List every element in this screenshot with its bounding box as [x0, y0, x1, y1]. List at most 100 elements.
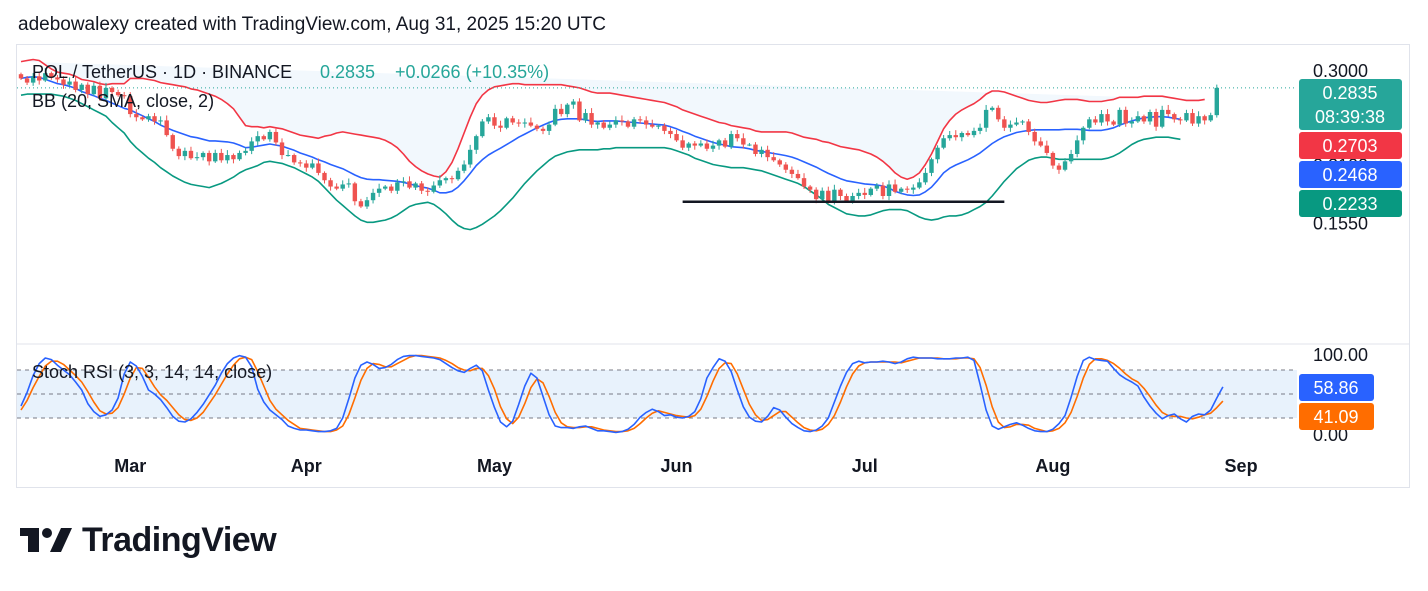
- candle-body: [1196, 116, 1201, 124]
- candle-body: [1111, 121, 1116, 125]
- candle: [510, 115, 515, 125]
- candle: [376, 183, 382, 197]
- candle-body: [1153, 112, 1159, 127]
- candle-body: [631, 119, 637, 127]
- candle-body: [947, 135, 952, 139]
- candle: [619, 115, 625, 126]
- candle-body: [983, 109, 989, 128]
- candle: [1020, 119, 1025, 125]
- candle-body: [516, 122, 521, 124]
- candle-body: [474, 136, 479, 150]
- candle-body: [334, 186, 339, 189]
- candle-body: [1135, 116, 1141, 122]
- candle-body: [601, 122, 606, 128]
- candle: [249, 137, 254, 155]
- tradingview-logo: TradingView: [20, 520, 277, 560]
- candle-body: [619, 120, 625, 122]
- candle: [322, 171, 327, 184]
- candle-body: [1093, 119, 1098, 123]
- candle: [1014, 117, 1019, 127]
- bb-lower-line: [20, 93, 1181, 231]
- candle-body: [571, 101, 576, 105]
- candle: [97, 81, 103, 101]
- candle-body: [480, 121, 485, 137]
- candle: [480, 119, 485, 138]
- x-tick-label: Mar: [114, 456, 146, 476]
- candle: [607, 121, 612, 131]
- candle-body: [18, 74, 24, 79]
- x-tick-label: Sep: [1225, 456, 1258, 476]
- candle: [1153, 108, 1159, 131]
- candle-body: [261, 136, 266, 140]
- candle: [959, 131, 965, 142]
- candle: [213, 149, 218, 163]
- candle: [522, 118, 528, 128]
- candle-body: [747, 144, 752, 146]
- candle: [783, 162, 789, 174]
- candle: [164, 115, 169, 137]
- candle: [886, 180, 892, 201]
- candle-body: [140, 117, 145, 120]
- candle: [352, 181, 358, 206]
- candle-body: [298, 162, 303, 164]
- candle: [1050, 151, 1056, 169]
- candle-body: [128, 96, 133, 115]
- candle: [1032, 128, 1037, 146]
- bb-basis-badge: 0.2468: [1299, 161, 1402, 188]
- candle-body: [49, 73, 54, 78]
- candle-body: [565, 104, 570, 115]
- candle: [304, 160, 309, 172]
- candle: [91, 82, 97, 96]
- candle-body: [67, 81, 72, 85]
- candle-body: [1002, 119, 1007, 128]
- stoch-d-badge-bg: [1299, 403, 1374, 430]
- candle: [559, 103, 564, 117]
- candle: [492, 113, 497, 129]
- candle: [85, 82, 90, 99]
- candle: [437, 175, 443, 188]
- candle-body: [1050, 152, 1056, 166]
- candle-body: [777, 160, 782, 165]
- stoch-k-line: [20, 354, 1224, 434]
- candle-body: [637, 119, 643, 121]
- candle-body: [534, 125, 540, 129]
- candle: [328, 177, 333, 191]
- candle: [868, 187, 873, 197]
- candle: [911, 184, 916, 194]
- candle-body: [1184, 113, 1189, 121]
- candle-body: [279, 142, 285, 156]
- candle-body: [886, 184, 892, 196]
- candle: [686, 141, 691, 151]
- candle: [637, 116, 643, 124]
- candle-body: [1214, 87, 1219, 116]
- candle-body: [844, 196, 849, 202]
- candle: [158, 116, 163, 126]
- candle: [528, 117, 534, 128]
- stoch-d-badge: 41.09: [1299, 403, 1374, 430]
- candle-body: [243, 150, 248, 153]
- candle-body: [977, 127, 983, 131]
- candle: [364, 196, 370, 209]
- candle: [310, 159, 315, 170]
- stoch-k-badge-bg: [1299, 374, 1374, 401]
- candle-body: [79, 84, 84, 90]
- candle-body: [783, 164, 789, 170]
- candle: [728, 130, 734, 150]
- candle-body: [176, 148, 182, 157]
- candle: [595, 120, 600, 129]
- candle-body: [1020, 121, 1025, 123]
- candle-body: [898, 188, 904, 192]
- candle: [401, 177, 406, 187]
- candle-body: [856, 192, 861, 196]
- candle-body: [73, 81, 78, 90]
- candle-body: [194, 157, 200, 159]
- candle-body: [164, 120, 169, 136]
- candle: [37, 72, 42, 85]
- candle: [1184, 109, 1189, 122]
- tradingview-logo-text: TradingView: [82, 520, 277, 559]
- candle: [862, 187, 867, 200]
- candle-body: [225, 155, 230, 161]
- candle: [291, 153, 297, 165]
- candle: [121, 91, 127, 99]
